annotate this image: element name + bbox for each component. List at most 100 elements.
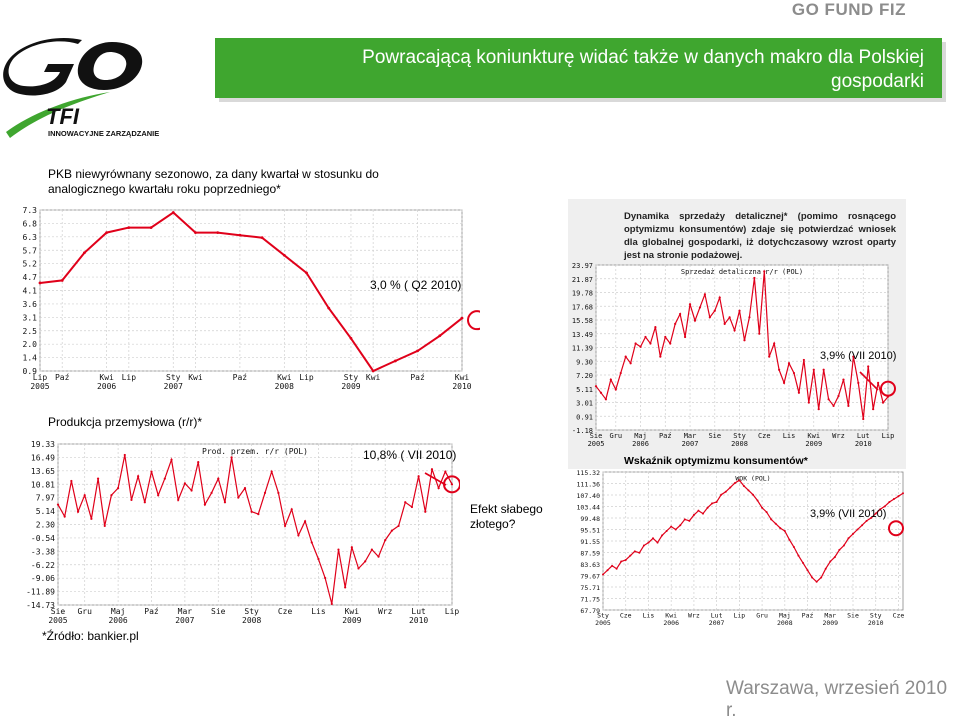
data-point xyxy=(883,505,886,508)
data-point xyxy=(765,511,768,514)
data-point xyxy=(753,276,756,280)
data-point xyxy=(856,528,859,531)
data-point xyxy=(629,362,632,365)
y-tick-label: 19.78 xyxy=(572,290,593,298)
y-tick-label: 79.67 xyxy=(580,573,600,581)
industry-callout: 10,8% ( VII 2010) xyxy=(363,448,457,462)
data-point xyxy=(171,211,175,214)
y-tick-label: -6.22 xyxy=(31,561,55,570)
data-point xyxy=(282,253,286,257)
data-point xyxy=(243,487,247,490)
y-tick-label: 4.1 xyxy=(23,287,38,296)
data-point xyxy=(639,345,642,348)
x-tick-label: Wrz xyxy=(378,607,393,616)
data-point xyxy=(150,470,153,473)
data-point xyxy=(857,381,860,384)
data-point xyxy=(779,527,782,530)
y-tick-label: 83.63 xyxy=(580,561,600,569)
data-point xyxy=(812,368,815,371)
data-point xyxy=(822,368,825,371)
y-tick-label: -14.73 xyxy=(26,601,55,610)
x-tick-label: 2007 xyxy=(709,619,725,627)
data-point xyxy=(728,316,731,319)
data-point xyxy=(742,484,745,487)
y-tick-label: -3.38 xyxy=(31,547,55,556)
data-point xyxy=(90,517,93,520)
data-point xyxy=(703,293,706,296)
x-tick-label: 2006 xyxy=(663,619,679,627)
data-point xyxy=(733,482,736,485)
y-tick-label: 7.20 xyxy=(576,372,593,380)
data-point xyxy=(842,544,845,547)
y-tick-label: 111.36 xyxy=(577,481,601,489)
chart-title: Sprzedaż detaliczna r/r (POL) xyxy=(681,268,803,276)
data-point xyxy=(870,516,873,519)
data-point xyxy=(370,548,373,551)
x-tick-label: Sty xyxy=(597,612,609,620)
data-point xyxy=(670,525,673,528)
y-tick-label: 87.59 xyxy=(580,550,600,558)
data-point xyxy=(683,335,687,339)
data-point xyxy=(371,369,375,373)
x-tick-label: 2010 xyxy=(452,382,471,391)
x-tick-label: Kwi xyxy=(455,373,470,382)
y-tick-label: 5.7 xyxy=(23,246,38,255)
x-tick-label: Lip xyxy=(445,607,460,616)
retail-callout: 3,9% (VII 2010) xyxy=(820,350,897,362)
data-point xyxy=(611,564,614,567)
data-point xyxy=(693,319,697,322)
x-tick-label: Lis xyxy=(311,607,326,616)
title-banner: Powracającą koniunkturę widać także w da… xyxy=(215,38,942,98)
logo-o-letter xyxy=(77,42,143,90)
x-tick-label: 2005 xyxy=(48,616,67,625)
y-tick-label: 15.58 xyxy=(572,317,593,325)
x-tick-label: Kwi xyxy=(807,432,820,440)
data-point xyxy=(797,391,801,394)
x-tick-label: 2007 xyxy=(175,616,194,625)
data-point xyxy=(194,231,197,235)
data-point xyxy=(652,537,654,540)
data-point xyxy=(872,408,875,411)
y-tick-label: 2.5 xyxy=(23,327,38,336)
y-tick-label: 71.75 xyxy=(580,596,600,604)
data-point xyxy=(105,231,109,235)
data-point xyxy=(250,510,253,513)
x-tick-label: 2005 xyxy=(30,382,49,391)
y-tick-label: 2.0 xyxy=(23,340,38,349)
x-tick-label: Mar xyxy=(684,432,697,440)
data-point xyxy=(38,281,42,285)
data-point xyxy=(829,560,832,563)
data-point xyxy=(163,477,166,480)
x-tick-label: Sty xyxy=(166,373,181,382)
data-point xyxy=(752,493,754,496)
x-tick-label: Cze xyxy=(620,612,632,620)
y-tick-label: 2.30 xyxy=(36,521,55,530)
data-point xyxy=(238,233,242,237)
data-point xyxy=(642,544,645,547)
chart-title: WOK (POL) xyxy=(735,475,770,483)
x-tick-label: 2008 xyxy=(242,616,261,625)
data-point xyxy=(349,336,353,340)
x-tick-label: Lut xyxy=(711,612,723,620)
x-tick-label: Sty xyxy=(244,607,259,616)
data-point xyxy=(76,510,80,513)
data-point xyxy=(669,342,672,345)
data-point xyxy=(177,498,180,502)
y-tick-label: 6.8 xyxy=(23,219,38,228)
y-tick-label: 103.44 xyxy=(577,504,601,512)
data-point xyxy=(817,408,820,411)
y-tick-label: 5.11 xyxy=(576,386,593,394)
y-tick-label: -9.06 xyxy=(31,574,55,583)
data-point xyxy=(862,417,865,421)
y-tick-label: -0.54 xyxy=(31,534,55,543)
data-point xyxy=(723,322,726,325)
data-point xyxy=(715,500,718,503)
data-point xyxy=(888,500,891,503)
x-tick-label: Paź xyxy=(55,373,70,382)
data-point xyxy=(604,398,607,401)
x-tick-label: Paź xyxy=(802,612,814,620)
x-tick-label: Paź xyxy=(233,373,248,382)
x-tick-label: Kwi xyxy=(345,607,360,616)
data-point xyxy=(350,546,353,549)
data-point xyxy=(720,493,723,496)
